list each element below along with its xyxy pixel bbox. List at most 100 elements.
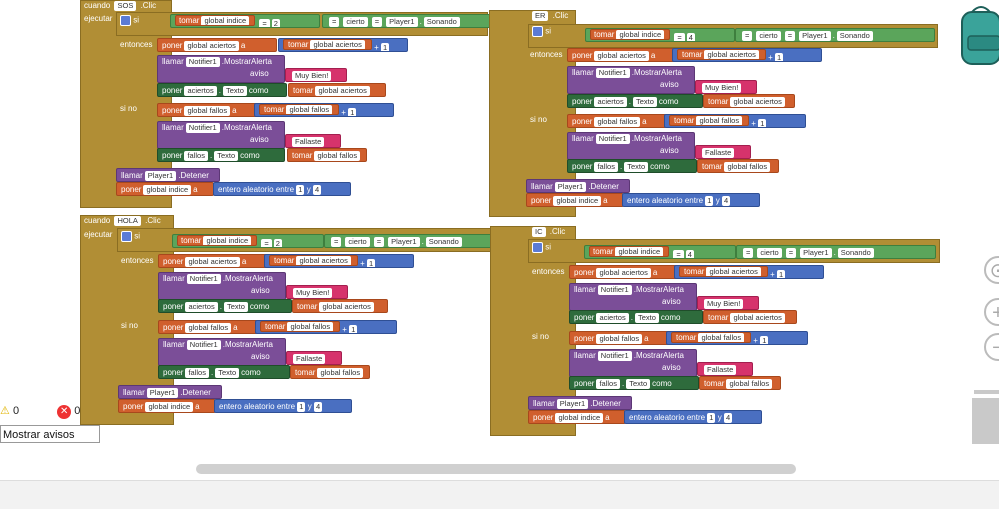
math-add-block[interactable]: tomar global aciertos + 1: [672, 48, 822, 62]
get-var-block[interactable]: tomar global fallos: [290, 365, 370, 379]
error-count: 0: [74, 405, 81, 417]
math-add-block[interactable]: tomar global aciertos + 1: [674, 265, 824, 279]
event-header: cuando HOLA .Clic: [84, 216, 161, 226]
call-alert-block[interactable]: llamar Notifier1 .MostrarAlerta aviso: [157, 55, 285, 83]
blocks-workspace[interactable]: cuando SOS .Clic ejecutar si tomar global…: [0, 0, 999, 480]
math-add-block[interactable]: tomar global fallos + 1: [666, 331, 808, 345]
set-var-block[interactable]: poner global fallos a: [569, 331, 669, 345]
execute-label: ejecutar: [84, 14, 113, 23]
math-add-block[interactable]: tomar global fallos + 1: [254, 103, 394, 117]
get-var-block[interactable]: tomar global fallos: [697, 159, 779, 173]
random-int-block[interactable]: entero aleatorio entre 1 y 4: [622, 193, 760, 207]
get-var-block[interactable]: tomar global indice: [590, 29, 671, 40]
set-prop-block[interactable]: poner fallos. Texto como: [569, 376, 699, 390]
math-add-block[interactable]: tomar global fallos + 1: [664, 114, 806, 128]
if-label: si: [120, 15, 139, 26]
text-block[interactable]: Muy Bien!: [697, 296, 759, 310]
get-var-block[interactable]: tomar global indice: [589, 246, 670, 257]
call-stop-block[interactable]: llamar Player1 .Detener: [528, 396, 632, 410]
set-prop-block[interactable]: poner aciertos. Texto como: [158, 299, 292, 313]
gear-icon[interactable]: [532, 26, 543, 37]
component-dropdown[interactable]: SOS: [114, 1, 137, 11]
gear-icon[interactable]: [121, 231, 132, 242]
text-block[interactable]: Fallaste: [697, 362, 753, 376]
compare-block[interactable]: tomar global indice = 2: [172, 234, 324, 248]
text-block[interactable]: Muy Bien!: [286, 285, 348, 299]
zoom-out-icon[interactable]: −: [984, 333, 999, 361]
call-stop-block[interactable]: llamar Player1 .Detener: [116, 168, 220, 182]
component-dropdown[interactable]: IC: [532, 227, 546, 237]
then-label: entonces: [530, 50, 563, 59]
error-icon: ✕: [57, 405, 72, 419]
text-block[interactable]: Fallaste: [695, 145, 751, 159]
call-stop-block[interactable]: llamar Player1 .Detener: [118, 385, 222, 399]
set-var-block[interactable]: poner global aciertos a: [569, 265, 679, 279]
set-var-block[interactable]: poner global fallos a: [157, 103, 269, 117]
warning-icon: ⚠: [0, 405, 10, 417]
math-add-block[interactable]: tomar global aciertos + 1: [278, 38, 408, 52]
compare-block-2[interactable]: = cierto = Player1. Sonando: [324, 234, 520, 248]
gear-icon[interactable]: [532, 242, 543, 253]
get-var-block[interactable]: tomar global fallos: [287, 148, 367, 162]
set-var-block[interactable]: poner global aciertos a: [157, 38, 277, 52]
get-var-block[interactable]: tomar global indice: [177, 235, 258, 246]
set-prop-block[interactable]: poner fallos. Texto como: [567, 159, 697, 173]
show-warnings-button[interactable]: Mostrar avisos: [0, 425, 100, 443]
event-header: IC .Clic: [530, 227, 565, 237]
compare-block-2[interactable]: = cierto = Player1. Sonando: [736, 245, 936, 259]
math-add-block[interactable]: tomar global aciertos + 1: [264, 254, 414, 268]
text-block[interactable]: Muy Bien!: [285, 68, 347, 82]
random-int-block[interactable]: entero aleatorio entre 1 y 4: [214, 399, 352, 413]
compare-block-2[interactable]: = cierto = Player1. Sonando: [322, 14, 522, 28]
trash-icon[interactable]: [968, 390, 999, 444]
set-var-block[interactable]: poner global fallos a: [567, 114, 667, 128]
set-var-block[interactable]: poner global indice a: [526, 193, 624, 207]
get-var-block[interactable]: tomar global indice: [175, 15, 256, 26]
call-alert-block[interactable]: llamar Notifier1 .MostrarAlerta aviso: [567, 132, 695, 160]
set-prop-block[interactable]: poner aciertos. Texto como: [157, 83, 287, 97]
get-var-block[interactable]: tomar global aciertos: [703, 310, 797, 324]
call-alert-block[interactable]: llamar Notifier1 .MostrarAlerta aviso: [157, 121, 285, 149]
component-dropdown[interactable]: HOLA: [114, 216, 141, 226]
center-icon[interactable]: ⊙: [984, 256, 999, 284]
component-dropdown[interactable]: ER: [532, 11, 549, 21]
get-var-block[interactable]: tomar global aciertos: [288, 83, 386, 97]
random-int-block[interactable]: entero aleatorio entre 1 y 4: [624, 410, 762, 424]
get-var-block[interactable]: tomar global aciertos: [292, 299, 388, 313]
set-var-block[interactable]: poner global aciertos a: [158, 254, 268, 268]
set-var-block[interactable]: poner global aciertos a: [567, 48, 677, 62]
backpack-icon[interactable]: [958, 2, 999, 66]
then-label: entonces: [532, 267, 565, 276]
execute-label: ejecutar: [84, 230, 113, 239]
get-var-block[interactable]: tomar global aciertos: [703, 94, 795, 108]
call-alert-block[interactable]: llamar Notifier1 .MostrarAlerta aviso: [569, 283, 697, 311]
else-label: si no: [532, 332, 549, 341]
else-label: si no: [121, 321, 138, 330]
text-block[interactable]: Muy Bien!: [695, 80, 757, 94]
random-int-block[interactable]: entero aleatorio entre 1 y 4: [213, 182, 351, 196]
compare-block[interactable]: tomar global indice = 4: [584, 245, 736, 259]
set-prop-block[interactable]: poner aciertos. Texto como: [567, 94, 703, 108]
math-add-block[interactable]: tomar global fallos + 1: [255, 320, 397, 334]
gear-icon[interactable]: [120, 15, 131, 26]
set-var-block[interactable]: poner global indice a: [118, 399, 216, 413]
set-prop-block[interactable]: poner fallos. Texto como: [158, 365, 290, 379]
call-alert-block[interactable]: llamar Notifier1 .MostrarAlerta aviso: [158, 272, 286, 300]
set-prop-block[interactable]: poner fallos. Texto como: [157, 148, 285, 162]
set-var-block[interactable]: poner global indice a: [116, 182, 214, 196]
get-var-block[interactable]: tomar global fallos: [699, 376, 781, 390]
compare-block[interactable]: tomar global indice = 4: [585, 28, 735, 42]
compare-block-2[interactable]: = cierto = Player1. Sonando: [735, 28, 935, 42]
set-prop-block[interactable]: poner aciertos. Texto como: [569, 310, 703, 324]
call-alert-block[interactable]: llamar Notifier1 .MostrarAlerta aviso: [569, 349, 697, 377]
zoom-in-icon[interactable]: +: [984, 298, 999, 326]
call-stop-block[interactable]: llamar Player1 .Detener: [526, 179, 630, 193]
compare-block[interactable]: tomar global indice = 2: [170, 14, 320, 28]
set-var-block[interactable]: poner global fallos a: [158, 320, 258, 334]
call-alert-block[interactable]: llamar Notifier1 .MostrarAlerta aviso: [567, 66, 695, 94]
text-block[interactable]: Fallaste: [285, 134, 341, 148]
horizontal-scrollbar[interactable]: [196, 464, 796, 474]
call-alert-block[interactable]: llamar Notifier1 .MostrarAlerta aviso: [158, 338, 286, 366]
text-block[interactable]: Fallaste: [286, 351, 342, 365]
set-var-block[interactable]: poner global indice a: [528, 410, 626, 424]
